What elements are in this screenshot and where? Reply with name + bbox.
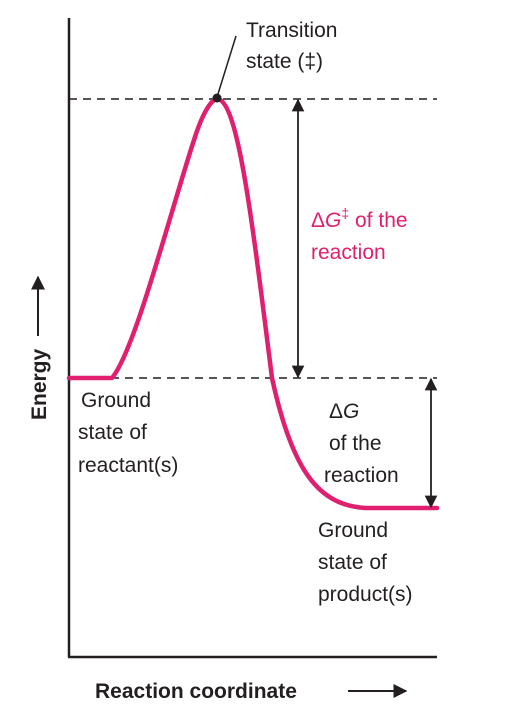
x-axis-title: Reaction coordinate (95, 680, 297, 703)
free-energy-change-label: ΔG of the reaction (324, 400, 399, 487)
delta-symbol: Δ (329, 400, 343, 423)
product-label-line-1: Ground (318, 519, 388, 542)
reaction-energy-curve (66, 96, 440, 511)
g-variable: G (343, 400, 359, 423)
activation-energy-rest: of the (349, 209, 407, 232)
activation-energy-label: ΔG‡ of the reaction (311, 205, 413, 264)
free-energy-change-line-3: reaction (324, 464, 399, 487)
double-dagger-superscript: ‡ (341, 205, 349, 221)
reactant-label-line-2: state of (78, 421, 147, 444)
reactant-ground-state-label: Ground state of reactant(s) (78, 389, 178, 477)
transition-state-line-1: Transition (246, 19, 337, 42)
transition-state-leader-line (217, 35, 237, 95)
product-label-line-2: state of (318, 551, 387, 574)
product-ground-state-label: Ground state of product(s) (318, 519, 413, 606)
reactant-label-line-3: reactant(s) (78, 454, 178, 477)
y-axis-title: Energy (28, 348, 51, 420)
product-label-line-3: product(s) (318, 583, 413, 606)
transition-state-label: Transition state (‡) (246, 19, 343, 73)
transition-state-point (212, 93, 222, 103)
transition-state-line-2: state (‡) (246, 50, 323, 73)
activation-energy-line-2: reaction (311, 241, 386, 264)
free-energy-change-line-2: of the (329, 432, 382, 455)
g-variable: G (325, 209, 341, 232)
delta-symbol: Δ (311, 209, 325, 232)
reactant-label-line-1: Ground (81, 389, 151, 412)
